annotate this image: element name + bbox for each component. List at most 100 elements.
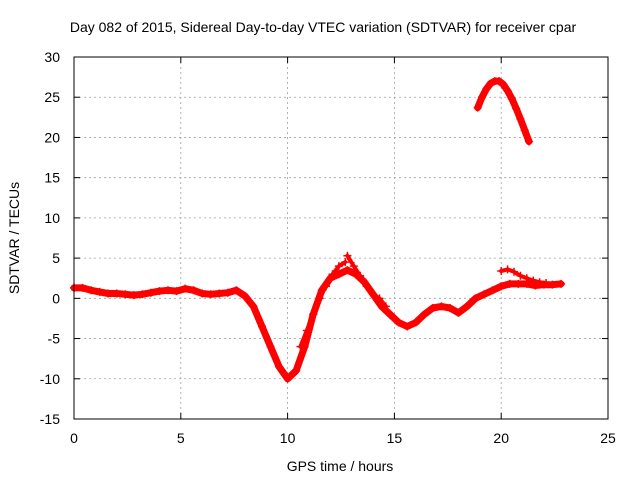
x-tick-label: 5 <box>177 430 185 446</box>
data-point-main-trace <box>505 279 514 288</box>
y-tick-label: 25 <box>44 89 60 105</box>
data-point-secondary-branch-b <box>343 251 352 260</box>
data-point-main-trace <box>514 279 523 288</box>
data-point-secondary-branch-b <box>369 290 378 299</box>
data-point-main-trace <box>104 289 113 298</box>
data-point-secondary-branch-c <box>542 279 551 288</box>
data-point-main-trace <box>437 302 446 311</box>
data-point-main-trace <box>189 286 198 295</box>
data-point-main-trace <box>257 322 266 331</box>
data-point-upper-trace <box>503 86 512 95</box>
data-point-secondary-branch-c <box>497 266 506 275</box>
data-point-main-trace <box>121 290 130 299</box>
data-point-main-trace <box>403 322 412 331</box>
data-point-main-trace <box>275 362 284 371</box>
data-point-main-trace <box>215 289 224 298</box>
data-point-upper-trace <box>512 104 521 113</box>
data-point-secondary-branch-b <box>362 282 371 291</box>
chart-title: Day 082 of 2015, Sidereal Day-to-day VTE… <box>70 19 577 35</box>
data-point-secondary-branch-c <box>516 271 525 280</box>
data-point-main-trace <box>163 286 172 295</box>
y-tick-label: 20 <box>44 129 60 145</box>
y-axis-label: SDTVAR / TECUs <box>6 182 22 294</box>
data-point-upper-trace <box>495 77 504 86</box>
data-point-main-trace <box>292 366 301 375</box>
data-point-secondary-branch-c <box>510 267 519 276</box>
data-point-main-trace <box>206 290 215 299</box>
data-point-main-trace <box>557 279 566 288</box>
y-tick-label: -5 <box>48 331 61 347</box>
x-axis-label: GPS time / hours <box>287 458 394 474</box>
data-point-main-trace <box>129 291 138 300</box>
data-point-secondary-branch-a <box>315 294 324 303</box>
data-point-upper-trace <box>486 79 495 88</box>
data-point-secondary-branch-c <box>529 276 538 285</box>
y-tick-label: 10 <box>44 210 60 226</box>
data-point-secondary-branch-a <box>309 310 318 319</box>
tick-labels: 0 5 10 15 20 25 -15 -10 -5 0 5 10 15 20 25 30 <box>40 49 616 446</box>
data-point-upper-trace <box>524 137 533 146</box>
data-point-secondary-branch-b <box>349 262 358 271</box>
data-point-main-trace <box>146 288 155 297</box>
y-tick-label: -15 <box>40 411 60 427</box>
data-point-secondary-branch-a <box>334 262 343 271</box>
data-point-upper-trace <box>516 114 525 123</box>
series-main-trace <box>70 266 565 383</box>
data-point-main-trace <box>445 303 454 312</box>
data-point-main-trace <box>266 342 275 351</box>
data-point-main-trace <box>283 374 292 383</box>
y-tick-label: -10 <box>40 371 60 387</box>
data-point-main-trace <box>112 289 121 298</box>
data-traces <box>70 77 566 383</box>
data-point-upper-trace <box>520 126 529 135</box>
data-point-main-trace <box>87 286 96 295</box>
series-secondary-branch-a <box>298 260 348 349</box>
y-tick-label: 5 <box>52 250 60 266</box>
data-point-main-trace <box>548 280 557 289</box>
axis-ticks <box>73 56 609 420</box>
data-point-upper-trace <box>507 94 516 103</box>
x-tick-label: 10 <box>280 430 296 446</box>
data-point-main-trace <box>488 286 497 295</box>
x-tick-label: 20 <box>493 430 509 446</box>
y-tick-label: 30 <box>44 49 60 65</box>
data-point-secondary-branch-c <box>535 278 544 287</box>
data-point-secondary-branch-c <box>522 274 531 283</box>
data-point-main-trace <box>249 302 258 311</box>
data-point-secondary-branch-a <box>296 342 305 351</box>
data-point-main-trace <box>463 302 472 311</box>
data-point-upper-trace <box>477 93 486 102</box>
data-point-main-trace <box>155 287 164 296</box>
data-point-main-trace <box>95 287 104 296</box>
data-point-upper-trace <box>499 80 508 89</box>
data-point-secondary-branch-c <box>503 265 512 274</box>
data-point-main-trace <box>181 284 190 293</box>
data-point-upper-trace <box>473 103 482 112</box>
data-point-secondary-branch-b <box>375 294 384 303</box>
y-tick-label: 15 <box>44 170 60 186</box>
data-point-main-trace <box>420 310 429 319</box>
data-point-upper-trace <box>482 85 491 94</box>
plot-frame <box>73 56 609 420</box>
data-point-main-trace <box>172 287 181 296</box>
data-point-secondary-branch-b <box>356 271 365 280</box>
y-tick-label: 0 <box>52 290 60 306</box>
data-point-main-trace <box>223 288 232 297</box>
x-tick-label: 25 <box>600 430 616 446</box>
data-point-main-trace <box>471 294 480 303</box>
series-upper-trace <box>474 77 533 145</box>
data-point-main-trace <box>78 283 87 292</box>
data-point-main-trace <box>232 286 241 295</box>
x-tick-label: 15 <box>387 430 403 446</box>
data-point-main-trace <box>394 318 403 327</box>
data-point-main-trace <box>343 266 352 275</box>
data-point-main-trace <box>198 289 207 298</box>
x-tick-label: 0 <box>70 430 78 446</box>
data-point-main-trace <box>138 290 147 299</box>
data-point-main-trace <box>411 318 420 327</box>
data-point-secondary-branch-a <box>322 282 331 291</box>
data-point-main-trace <box>386 310 395 319</box>
data-point-secondary-branch-a <box>302 326 311 335</box>
data-point-main-trace <box>480 290 489 299</box>
